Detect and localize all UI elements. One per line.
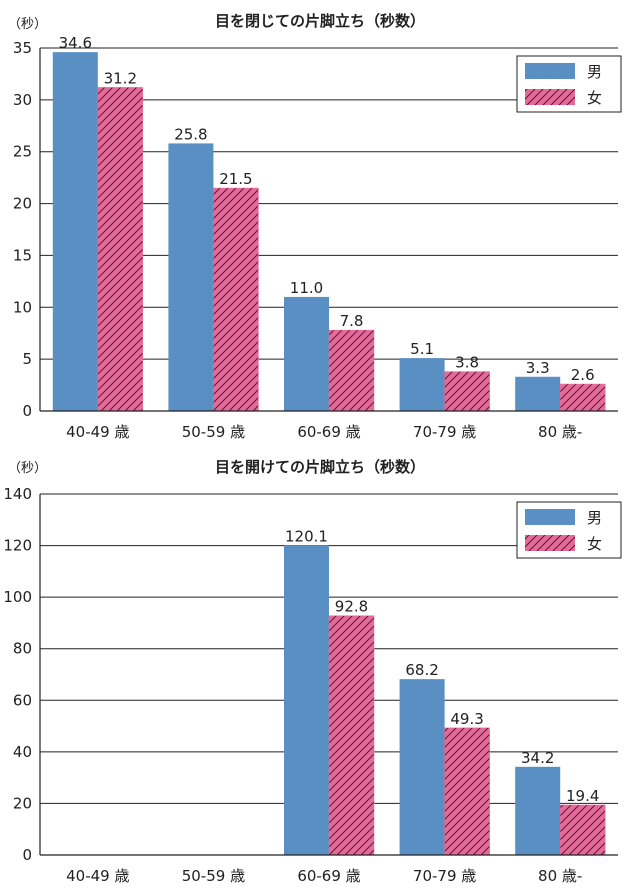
data-label-female: 2.6 (571, 366, 595, 384)
x-category-label: 60-69 歳 (297, 423, 360, 441)
data-label-male: 25.8 (174, 125, 207, 143)
y-tick-label: 35 (13, 39, 32, 57)
data-label-male: 34.2 (521, 749, 554, 767)
legend-label-male: 男 (587, 63, 602, 81)
y-tick-label: 20 (13, 794, 32, 812)
bar-male (399, 358, 445, 411)
legend-label-female: 女 (587, 89, 602, 107)
data-label-female: 3.8 (455, 354, 479, 372)
y-tick-label: 20 (13, 195, 32, 213)
chart-title: 目を開けての片脚立ち（秒数） (215, 458, 425, 476)
x-category-label: 80 歳- (538, 423, 582, 441)
x-category-label: 40-49 歳 (66, 423, 129, 441)
y-tick-label: 0 (22, 846, 32, 864)
bar-male (284, 545, 329, 855)
y-tick-label: 140 (3, 485, 32, 503)
data-label-male: 3.3 (526, 359, 550, 377)
legend: 男 女 (516, 501, 622, 559)
chart-closed-eyes: 目を閉じての片脚立ち（秒数） （秒） 0 5 10 15 20 25 30 35 34.6 31.… (8, 12, 622, 441)
y-tick-label: 60 (13, 691, 32, 709)
data-label-female: 19.4 (566, 787, 599, 805)
bar-male (515, 376, 561, 411)
y-tick-label: 120 (3, 537, 32, 555)
x-category-label: 50-59 歳 (182, 423, 245, 441)
data-label-male: 34.6 (59, 34, 92, 52)
bar-female (328, 329, 375, 412)
data-label-female: 7.8 (340, 312, 364, 330)
data-label-male: 120.1 (285, 527, 328, 545)
bar-female (444, 371, 490, 412)
bar-female (328, 615, 375, 856)
data-label-male: 5.1 (410, 340, 434, 358)
x-category-label: 50-59 歳 (182, 867, 245, 885)
y-tick-label: 10 (13, 298, 32, 316)
data-label-female: 21.5 (219, 170, 252, 188)
legend: 男 女 (516, 55, 622, 113)
y-tick-label: 40 (13, 743, 32, 761)
bar-male (399, 679, 445, 855)
chart-title: 目を閉じての片脚立ち（秒数） (215, 12, 425, 30)
legend-label-female: 女 (587, 535, 602, 553)
x-category-label: 40-49 歳 (66, 867, 129, 885)
x-category-label: 80 歳- (538, 867, 582, 885)
data-label-male: 68.2 (405, 661, 438, 679)
y-tick-label: 30 (13, 91, 32, 109)
y-tick-label: 0 (22, 402, 32, 420)
plot-area: 0 5 10 15 20 25 30 35 34.6 31.2 40-49 歳 25.8 21.5 50-… (13, 34, 618, 441)
y-tick-label: 15 (13, 246, 32, 264)
data-label-female: 31.2 (104, 69, 137, 87)
bar-male (284, 296, 329, 411)
y-tick-label: 5 (22, 350, 32, 368)
y-tick-label: 80 (13, 640, 32, 658)
y-tick-label: 25 (13, 143, 32, 161)
bar-male (515, 766, 561, 855)
bar-female (213, 187, 259, 412)
x-category-label: 70-79 歳 (413, 423, 476, 441)
plot-area: 0 20 40 60 80 100 120 140 40-49 歳 50-59 歳 120.1 92.… (3, 485, 618, 885)
x-category-label: 60-69 歳 (297, 867, 360, 885)
bar-female (559, 804, 606, 856)
legend-swatch-male (525, 63, 575, 79)
bar-female (559, 383, 606, 412)
y-unit-label: （秒） (8, 17, 47, 32)
x-category-label: 70-79 歳 (413, 867, 476, 885)
data-label-female: 92.8 (335, 598, 368, 616)
legend-swatch-female (525, 89, 575, 105)
data-label-female: 49.3 (450, 710, 483, 728)
bar-female (97, 87, 144, 412)
legend-swatch-female (525, 535, 575, 551)
data-label-male: 11.0 (290, 279, 323, 297)
bar-male (168, 143, 214, 411)
legend-label-male: 男 (587, 509, 602, 527)
bar-female (444, 727, 490, 856)
y-tick-label: 100 (3, 588, 32, 606)
y-unit-label: （秒） (8, 461, 47, 476)
bar-male (52, 52, 98, 412)
chart-open-eyes: 目を開けての片脚立ち（秒数） （秒） 0 20 40 60 80 100 120 140 40-… (3, 458, 622, 885)
legend-swatch-male (525, 509, 575, 525)
